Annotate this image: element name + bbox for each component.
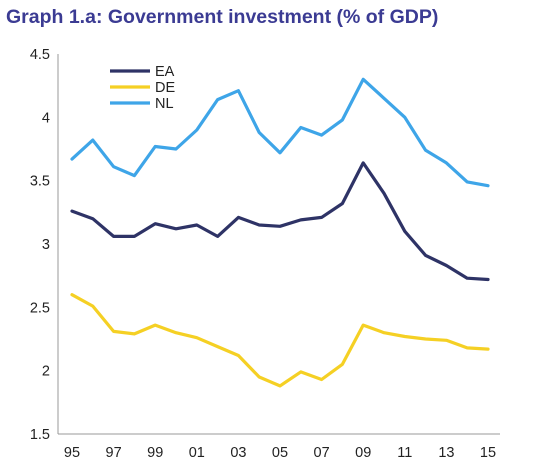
x-tick-label: 99: [147, 445, 163, 461]
x-tick-label: 11: [397, 445, 412, 461]
series-lines: [70, 77, 490, 388]
y-tick-label: 2.5: [30, 300, 50, 316]
x-tick-label: 01: [189, 445, 205, 461]
legend-label-de: DE: [155, 80, 175, 96]
series-line-ea: [70, 161, 490, 282]
x-tick-label: 97: [106, 445, 122, 461]
x-tick-label: 13: [438, 445, 454, 461]
legend-label-nl: NL: [155, 96, 174, 112]
x-tick-label: 15: [480, 445, 496, 461]
series-line-nl: [70, 77, 490, 188]
y-tick-label: 4: [42, 110, 50, 126]
y-tick-label: 3.5: [30, 174, 50, 190]
x-tick-label: 09: [355, 445, 371, 461]
x-tick-label: 03: [230, 445, 246, 461]
series-line-de: [70, 293, 490, 388]
y-tick-label: 4.5: [30, 47, 50, 63]
x-axis-ticks: 95 97 99 01 03 05 07 09 11 13 15: [64, 445, 496, 461]
chart-axes: [57, 54, 500, 435]
x-tick-label: 95: [64, 445, 80, 461]
legend-label-ea: EA: [155, 64, 175, 80]
y-tick-label: 2: [42, 364, 50, 380]
y-tick-label: 1.5: [30, 427, 50, 443]
x-tick-label: 05: [272, 445, 288, 461]
x-tick-label: 07: [314, 445, 330, 461]
y-axis-ticks: 1.5 2 2.5 3 3.5 4 4.5: [30, 47, 50, 443]
y-tick-label: 3: [42, 237, 50, 253]
chart-title: Graph 1.a: Government investment (% of G…: [6, 6, 439, 28]
